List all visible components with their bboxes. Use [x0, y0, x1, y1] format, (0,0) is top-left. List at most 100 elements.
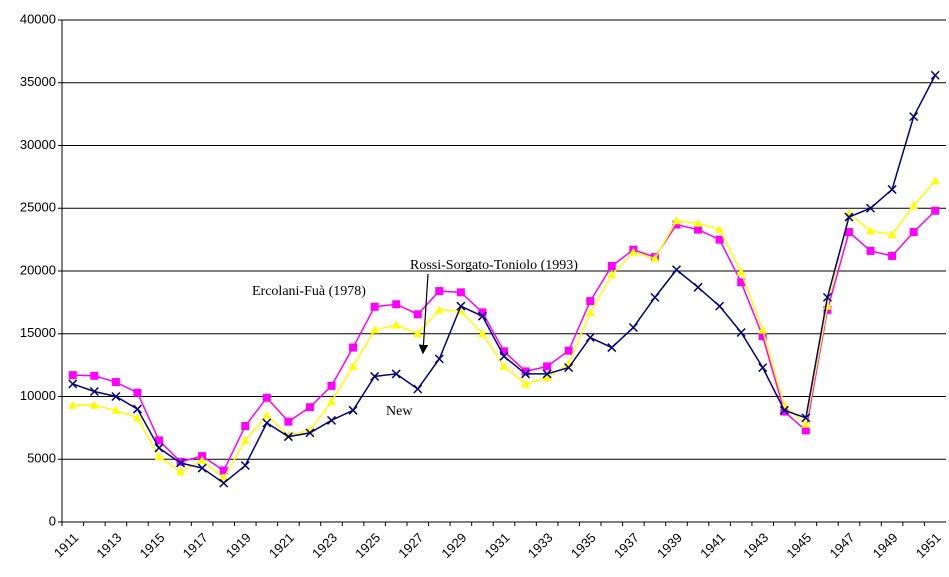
- marker: [672, 220, 681, 229]
- marker: [801, 426, 810, 435]
- marker: [477, 329, 487, 338]
- marker: [327, 381, 336, 390]
- x-tick-label: 1923: [309, 530, 340, 561]
- x-tick-label: 1925: [352, 530, 383, 561]
- marker: [866, 246, 875, 255]
- y-tick-label: 40000: [20, 11, 56, 26]
- x-tick-label: 1941: [697, 530, 728, 561]
- marker: [391, 320, 401, 329]
- marker: [628, 322, 638, 333]
- marker: [931, 206, 940, 215]
- marker: [456, 301, 466, 311]
- marker: [521, 369, 531, 379]
- annotation: Rossi-Sorgato-Toniolo (1993): [410, 258, 578, 273]
- y-tick-label: 20000: [20, 262, 56, 277]
- annotation: Ercolani-Fuà (1978): [252, 284, 366, 299]
- marker: [219, 473, 229, 482]
- marker: [434, 354, 444, 364]
- marker: [434, 305, 444, 314]
- marker: [909, 228, 918, 237]
- marker: [758, 332, 767, 341]
- marker: [499, 361, 509, 370]
- marker: [715, 225, 725, 234]
- marker: [671, 265, 682, 275]
- marker: [715, 301, 725, 311]
- marker: [89, 386, 99, 397]
- marker: [909, 201, 919, 210]
- marker: [176, 467, 186, 476]
- marker: [176, 458, 186, 468]
- marker: [284, 417, 293, 426]
- marker: [240, 435, 250, 444]
- marker: [909, 112, 919, 122]
- marker: [822, 292, 832, 302]
- marker: [586, 297, 595, 306]
- marker: [822, 301, 832, 310]
- marker: [370, 302, 379, 311]
- x-tick-label: 1919: [223, 530, 254, 561]
- marker: [305, 403, 314, 412]
- marker: [413, 310, 422, 319]
- marker: [155, 436, 164, 445]
- marker: [628, 247, 638, 256]
- marker: [564, 346, 573, 355]
- marker: [477, 311, 487, 321]
- x-tick-label: 1911: [51, 530, 81, 560]
- marker: [693, 282, 703, 292]
- marker: [370, 325, 380, 334]
- marker: [413, 329, 423, 338]
- marker: [671, 216, 681, 225]
- marker: [413, 384, 423, 394]
- marker: [68, 379, 78, 389]
- marker: [262, 393, 271, 402]
- marker: [585, 307, 595, 316]
- y-tick-label: 25000: [20, 200, 56, 215]
- marker: [68, 371, 77, 380]
- marker: [887, 184, 897, 194]
- marker: [693, 218, 703, 227]
- marker: [758, 363, 768, 373]
- marker: [68, 400, 78, 409]
- marker: [521, 379, 531, 388]
- marker: [348, 405, 358, 415]
- marker: [219, 478, 229, 488]
- marker: [930, 176, 940, 185]
- x-tick-label: 1939: [654, 530, 685, 561]
- marker: [111, 391, 121, 402]
- marker: [391, 369, 401, 379]
- x-tick-label: 1929: [438, 530, 469, 561]
- marker: [866, 226, 876, 235]
- x-tick-label: 1949: [870, 530, 901, 561]
- x-tick-label: 1935: [568, 530, 599, 561]
- marker: [133, 388, 142, 397]
- marker: [132, 404, 142, 414]
- y-tick-label: 15000: [20, 325, 56, 340]
- marker: [262, 418, 272, 428]
- marker: [694, 225, 703, 234]
- marker: [888, 251, 897, 260]
- y-tick-label: 5000: [27, 451, 56, 466]
- y-tick-label: 10000: [20, 388, 56, 403]
- y-tick-label: 0: [49, 513, 56, 528]
- marker: [585, 332, 595, 343]
- x-tick-label: 1915: [137, 530, 168, 561]
- x-tick-label: 1947: [826, 530, 857, 561]
- marker: [435, 287, 444, 296]
- marker: [887, 230, 897, 239]
- marker: [478, 308, 487, 317]
- annotation-arrow: [418, 273, 429, 355]
- marker: [456, 288, 465, 297]
- marker: [801, 419, 811, 428]
- marker: [715, 235, 724, 244]
- x-tick-label: 1921: [266, 530, 297, 561]
- marker: [736, 267, 746, 276]
- x-tick-label: 1927: [395, 530, 426, 561]
- x-tick-label: 1933: [525, 530, 556, 561]
- marker: [780, 407, 789, 416]
- marker: [779, 405, 789, 415]
- marker: [930, 70, 940, 80]
- marker: [607, 343, 617, 353]
- x-tick-label: 1931: [481, 530, 512, 561]
- marker: [650, 292, 660, 302]
